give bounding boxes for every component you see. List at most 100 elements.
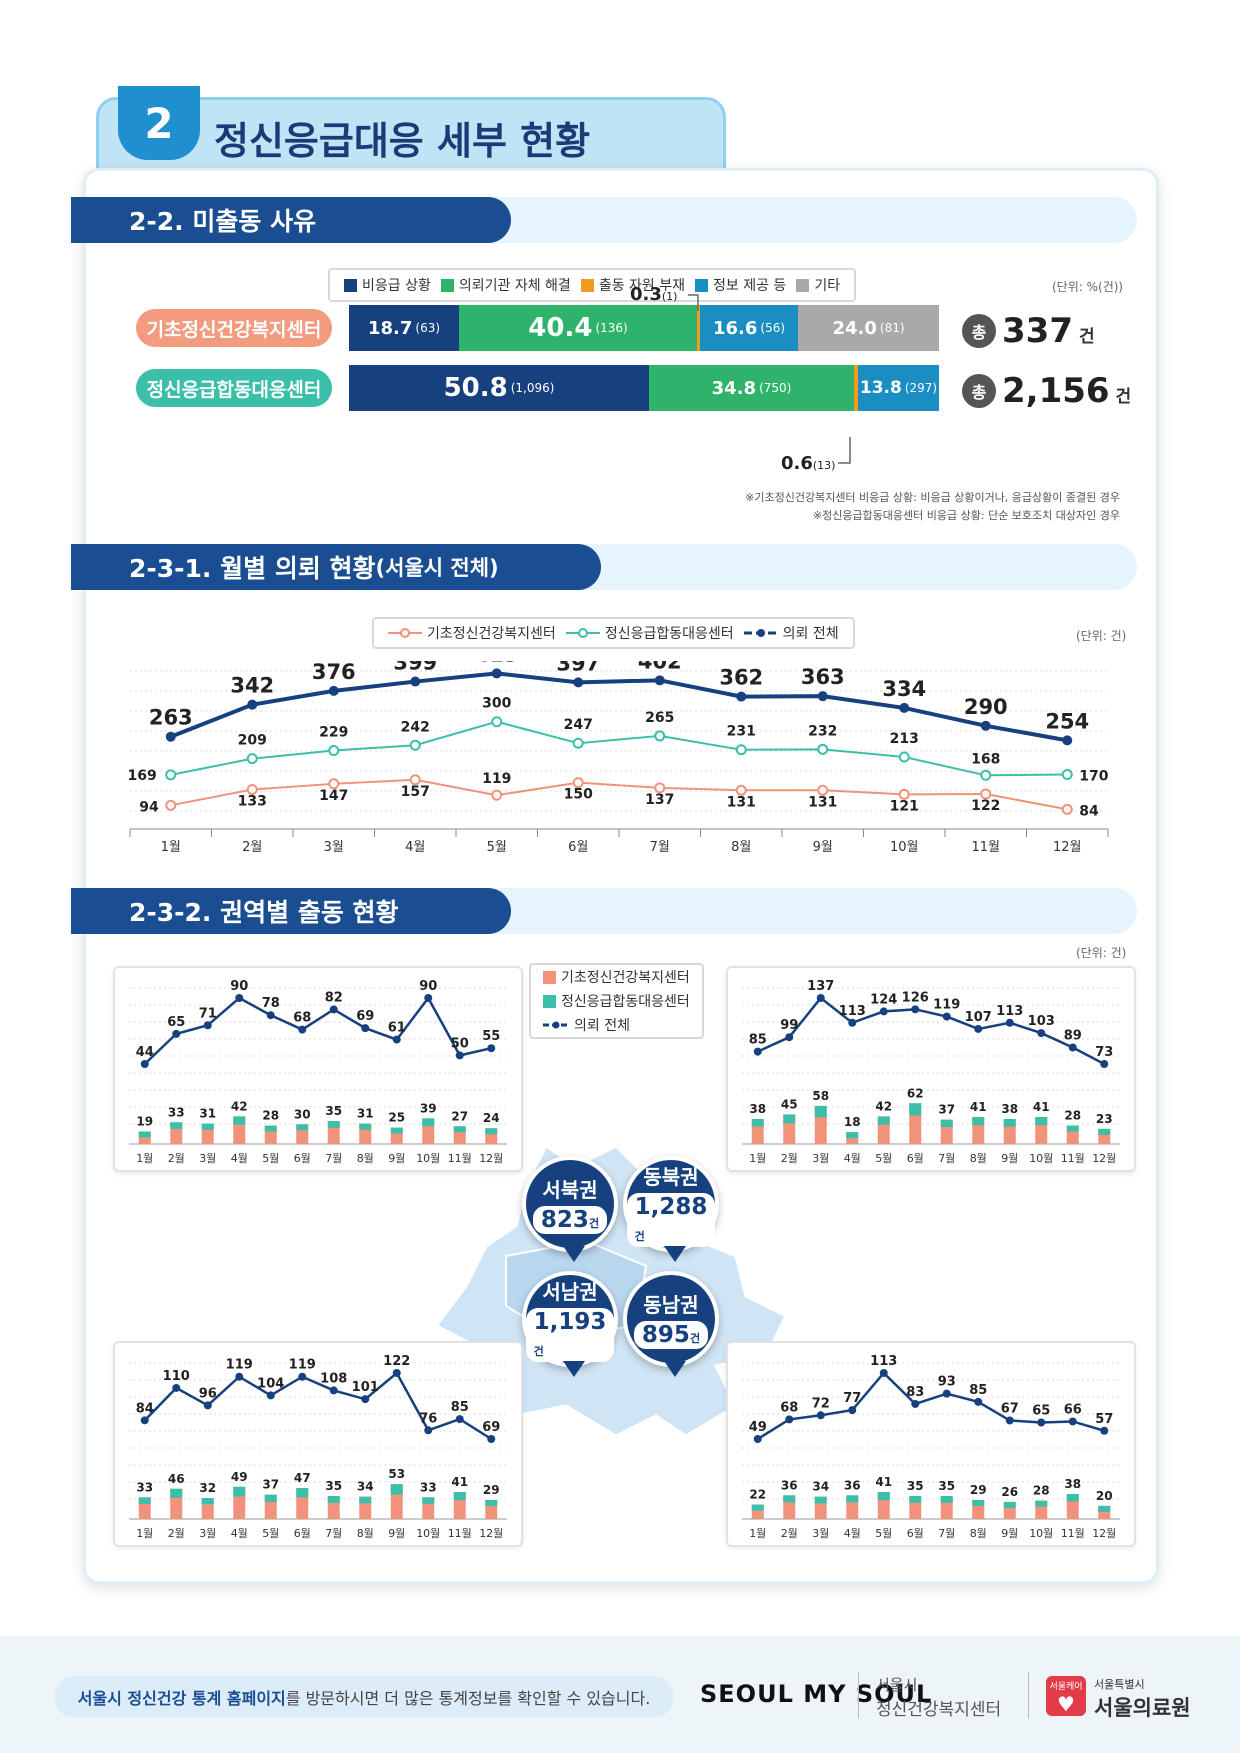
series-line (170, 778, 1068, 811)
footer-notice[interactable]: 서울시 정신건강 통계 홈페이지 를 방문하시면 더 많은 통계정보를 확인할 수… (54, 1676, 674, 1718)
data-point (487, 1435, 496, 1443)
divider (858, 1672, 859, 1718)
series-line (170, 671, 1068, 743)
bar-total-label: 49 (231, 1470, 248, 1484)
bar-joint (485, 1499, 498, 1506)
x-tick-label: 12월 (1053, 840, 1082, 855)
x-tick-label: 2월 (781, 1527, 798, 1540)
bar-total-label: 53 (388, 1467, 405, 1481)
bar-joint (170, 1488, 183, 1498)
data-point (879, 1369, 888, 1377)
x-tick-label: 2월 (781, 1152, 798, 1165)
data-label: 57 (1095, 1412, 1113, 1427)
total-joint-center: 총 2,156 건 (962, 371, 1131, 411)
content-panel: 2-2. 미출동 사유 비응급 상황 의뢰기관 자체 해결 출동 자원 부재 정… (71, 168, 1159, 1584)
data-label: 147 (319, 788, 348, 804)
x-tick-label: 3월 (199, 1152, 216, 1165)
bar-joint (846, 1495, 859, 1503)
section-title-2-3-1: 2-3-1. 월별 의뢰 현황 (서울시 전체) (71, 544, 601, 590)
data-label: 73 (1095, 1045, 1113, 1060)
data-point (361, 1024, 370, 1033)
bar-joint (422, 1118, 435, 1127)
bar-joint (972, 1499, 985, 1506)
x-tick-label: 10월 (416, 1152, 440, 1165)
data-point (572, 777, 584, 789)
data-label: 157 (401, 784, 430, 800)
region-pin-northeast: 동북권 1,288건 (623, 1156, 719, 1262)
data-point (165, 799, 177, 811)
data-point (898, 788, 910, 800)
data-point (573, 677, 584, 688)
x-tick-label: 12월 (479, 1152, 503, 1165)
bar-total-label: 36 (781, 1478, 798, 1492)
data-label: 65 (1032, 1404, 1050, 1419)
unit-label: (단위: 건) (1076, 629, 1127, 643)
x-tick-label: 9월 (388, 1152, 405, 1165)
data-label: 85 (969, 1383, 987, 1398)
page-title: 정신응급대응 세부 현황 (214, 119, 591, 163)
row-label-joint-center: 정신응급합동대응센터 (136, 369, 332, 407)
x-tick-label: 1월 (136, 1152, 153, 1165)
data-label: 113 (870, 1354, 897, 1369)
legend-item: 정신응급합동대응센터 (543, 991, 690, 1011)
bar-joint (264, 1125, 277, 1132)
data-label: 65 (167, 1015, 185, 1030)
data-label: 342 (230, 674, 274, 698)
callout-no-resource-joint: 0.6(13) (781, 453, 836, 474)
data-label: 263 (149, 706, 193, 730)
data-point (409, 774, 421, 786)
bar-joint (783, 1495, 796, 1503)
data-point (735, 784, 747, 796)
callout-leader-line (838, 437, 851, 464)
bar-joint (877, 1116, 890, 1125)
bar-total-label: 19 (136, 1115, 153, 1129)
data-point (848, 1018, 857, 1027)
legend-2-2: 비응급 상황 의뢰기관 자체 해결 출동 자원 부재 정보 제공 등 기타 (328, 268, 857, 302)
data-point (235, 994, 244, 1002)
bar-total-label: 62 (907, 1086, 924, 1100)
x-tick-label: 4월 (844, 1152, 861, 1165)
data-label: 85 (451, 1400, 469, 1415)
series-line (143, 995, 492, 1065)
data-point (165, 769, 177, 781)
x-tick-label: 8월 (357, 1527, 374, 1540)
bar-joint (751, 1119, 764, 1127)
seoul-my-soul-logo: SEOUL MY SOUL (700, 1680, 933, 1708)
data-point (298, 1025, 307, 1034)
bar-joint (233, 1486, 246, 1497)
chart-card-southeast: 22 36 34 36 41 35 35 29 26 28 38 20 49 68 72 77 113 83 93 8… (726, 1341, 1136, 1547)
bar-joint (422, 1497, 435, 1504)
data-point (735, 744, 747, 756)
data-point (455, 1051, 464, 1060)
data-point (1061, 803, 1073, 815)
total-basic-center: 총 337 건 (962, 311, 1095, 351)
data-point (203, 1021, 212, 1030)
bar-total-label: 34 (812, 1480, 829, 1494)
data-point (491, 789, 503, 801)
data-label: 68 (293, 1011, 311, 1026)
data-point (410, 676, 421, 687)
data-label: 419 (475, 661, 519, 666)
data-point (298, 1372, 307, 1381)
unit-label: (단위: 건) (1076, 946, 1127, 960)
data-point (817, 784, 829, 796)
bar-joint (1098, 1128, 1111, 1135)
legend-item: 의뢰 전체 (743, 623, 839, 643)
legend-item: 기초정신건강복지센터 (388, 623, 556, 643)
bar-joint (390, 1127, 403, 1134)
bar-total-label: 37 (262, 1478, 279, 1492)
data-label: 170 (1079, 768, 1108, 784)
data-label: 334 (882, 677, 926, 701)
chart-card-southwest: 33 46 32 49 37 47 35 34 53 33 41 29 84 110 96 119 104 119… (113, 1341, 523, 1547)
x-tick-label: 8월 (970, 1527, 987, 1540)
callout-no-resource-basic: 0.3(1) (630, 284, 678, 305)
x-tick-label: 9월 (388, 1527, 405, 1540)
x-tick-label: 1월 (136, 1527, 153, 1540)
bar-joint (138, 1131, 151, 1138)
data-label: 82 (325, 990, 343, 1005)
chart-card-northwest: 19 33 31 42 28 30 35 31 25 39 27 24 44 65 71 90 78 68 82 69… (113, 966, 523, 1172)
bar-joint (814, 1496, 827, 1504)
data-point (246, 783, 258, 795)
bar-total-label: 26 (1001, 1485, 1018, 1499)
data-point (424, 994, 433, 1002)
